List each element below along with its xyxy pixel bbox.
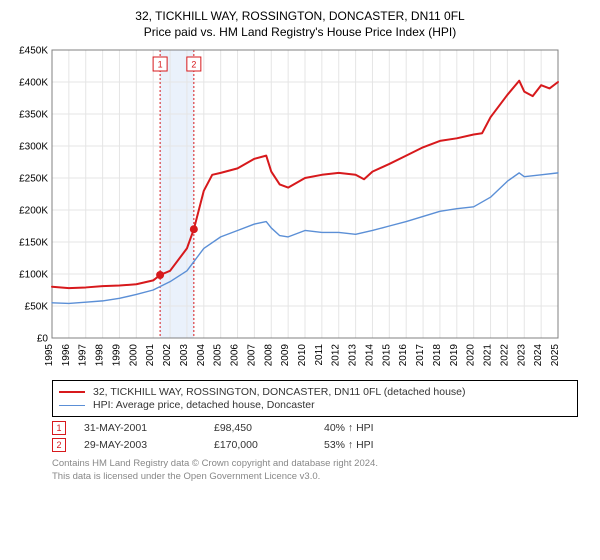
legend-swatch <box>59 405 85 406</box>
sale-marker-icon: 2 <box>52 438 66 452</box>
x-tick-label: 2012 <box>331 344 342 367</box>
legend-item: HPI: Average price, detached house, Donc… <box>59 399 571 411</box>
line-chart-svg: 1 2 £0 £50K £100K £150K £200K £250K £300K £350K £4… <box>10 44 570 374</box>
x-tick-label: 1995 <box>44 344 55 367</box>
x-tick-label: 2015 <box>381 344 392 367</box>
x-tick-label: 2002 <box>162 344 173 367</box>
x-tick-label: 2025 <box>550 344 561 367</box>
x-tick-label: 2021 <box>483 344 494 367</box>
x-tick-label: 1999 <box>111 344 122 367</box>
sale-row: 2 29-MAY-2003£170,00053% ↑ HPI <box>52 438 578 452</box>
x-tick-label: 1997 <box>78 344 89 367</box>
chart-title: 32, TICKHILL WAY, ROSSINGTON, DONCASTER,… <box>10 8 590 40</box>
x-tick-label: 2020 <box>466 344 477 367</box>
footer-line-1: Contains HM Land Registry data © Crown c… <box>52 458 578 471</box>
sale-price: £170,000 <box>214 439 324 451</box>
x-tick-label: 2017 <box>415 344 426 367</box>
sale-marker-label: 1 <box>158 60 163 70</box>
x-tick-label: 2005 <box>213 344 224 367</box>
footer-note: Contains HM Land Registry data © Crown c… <box>52 458 578 484</box>
title-line-2: Price paid vs. HM Land Registry's House … <box>10 24 590 40</box>
chart-container: 32, TICKHILL WAY, ROSSINGTON, DONCASTER,… <box>0 0 600 560</box>
x-tick-label: 2014 <box>364 344 375 367</box>
y-tick-label: £450K <box>19 46 48 57</box>
x-tick-label: 2008 <box>263 344 274 367</box>
x-tick-label: 2023 <box>516 344 527 367</box>
x-tick-label: 2006 <box>230 344 241 367</box>
y-tick-label: £400K <box>19 78 48 89</box>
sale-date: 29-MAY-2003 <box>84 439 214 451</box>
footer-line-2: This data is licensed under the Open Gov… <box>52 471 578 484</box>
y-tick-label: £50K <box>25 302 49 313</box>
x-tick-label: 2009 <box>280 344 291 367</box>
shaded-period-band <box>160 50 194 338</box>
x-tick-label: 2001 <box>145 344 156 367</box>
sale-hpi: 40% ↑ HPI <box>324 422 424 434</box>
y-tick-label: £150K <box>19 238 48 249</box>
y-tick-label: £0 <box>37 334 49 345</box>
sale-price: £98,450 <box>214 422 324 434</box>
x-tick-label: 2022 <box>499 344 510 367</box>
series-dot-property <box>190 226 198 234</box>
y-tick-label: £200K <box>19 206 48 217</box>
series-dot-property <box>156 271 164 279</box>
sale-marker-icon: 1 <box>52 421 66 435</box>
x-tick-label: 2003 <box>179 344 190 367</box>
y-tick-label: £300K <box>19 142 48 153</box>
y-tick-label: £100K <box>19 270 48 281</box>
sale-hpi: 53% ↑ HPI <box>324 439 424 451</box>
x-tick-label: 2024 <box>533 344 544 367</box>
legend-item: 32, TICKHILL WAY, ROSSINGTON, DONCASTER,… <box>59 386 571 398</box>
sale-date: 31-MAY-2001 <box>84 422 214 434</box>
x-tick-label: 1998 <box>95 344 106 367</box>
legend-label: HPI: Average price, detached house, Donc… <box>93 399 315 411</box>
x-tick-label: 2007 <box>246 344 257 367</box>
x-tick-label: 2000 <box>128 344 139 367</box>
chart-area: 1 2 £0 £50K £100K £150K £200K £250K £300K £350K £4… <box>10 44 590 374</box>
sales-table: 1 31-MAY-2001£98,45040% ↑ HPI 2 29-MAY-2003… <box>52 421 578 452</box>
x-tick-label: 2016 <box>398 344 409 367</box>
x-tick-label: 2011 <box>314 344 325 366</box>
title-line-1: 32, TICKHILL WAY, ROSSINGTON, DONCASTER,… <box>10 8 590 24</box>
legend-swatch <box>59 391 85 393</box>
sale-marker-label: 2 <box>191 60 196 70</box>
x-tick-label: 2013 <box>348 344 359 367</box>
x-tick-label: 2018 <box>432 344 443 367</box>
x-tick-label: 2019 <box>449 344 460 367</box>
legend-label: 32, TICKHILL WAY, ROSSINGTON, DONCASTER,… <box>93 386 466 398</box>
x-tick-label: 2004 <box>196 344 207 367</box>
sale-row: 1 31-MAY-2001£98,45040% ↑ HPI <box>52 421 578 435</box>
x-tick-label: 2010 <box>297 344 308 367</box>
y-tick-label: £350K <box>19 110 48 121</box>
legend: 32, TICKHILL WAY, ROSSINGTON, DONCASTER,… <box>52 380 578 417</box>
y-tick-label: £250K <box>19 174 48 185</box>
x-tick-label: 1996 <box>61 344 72 367</box>
